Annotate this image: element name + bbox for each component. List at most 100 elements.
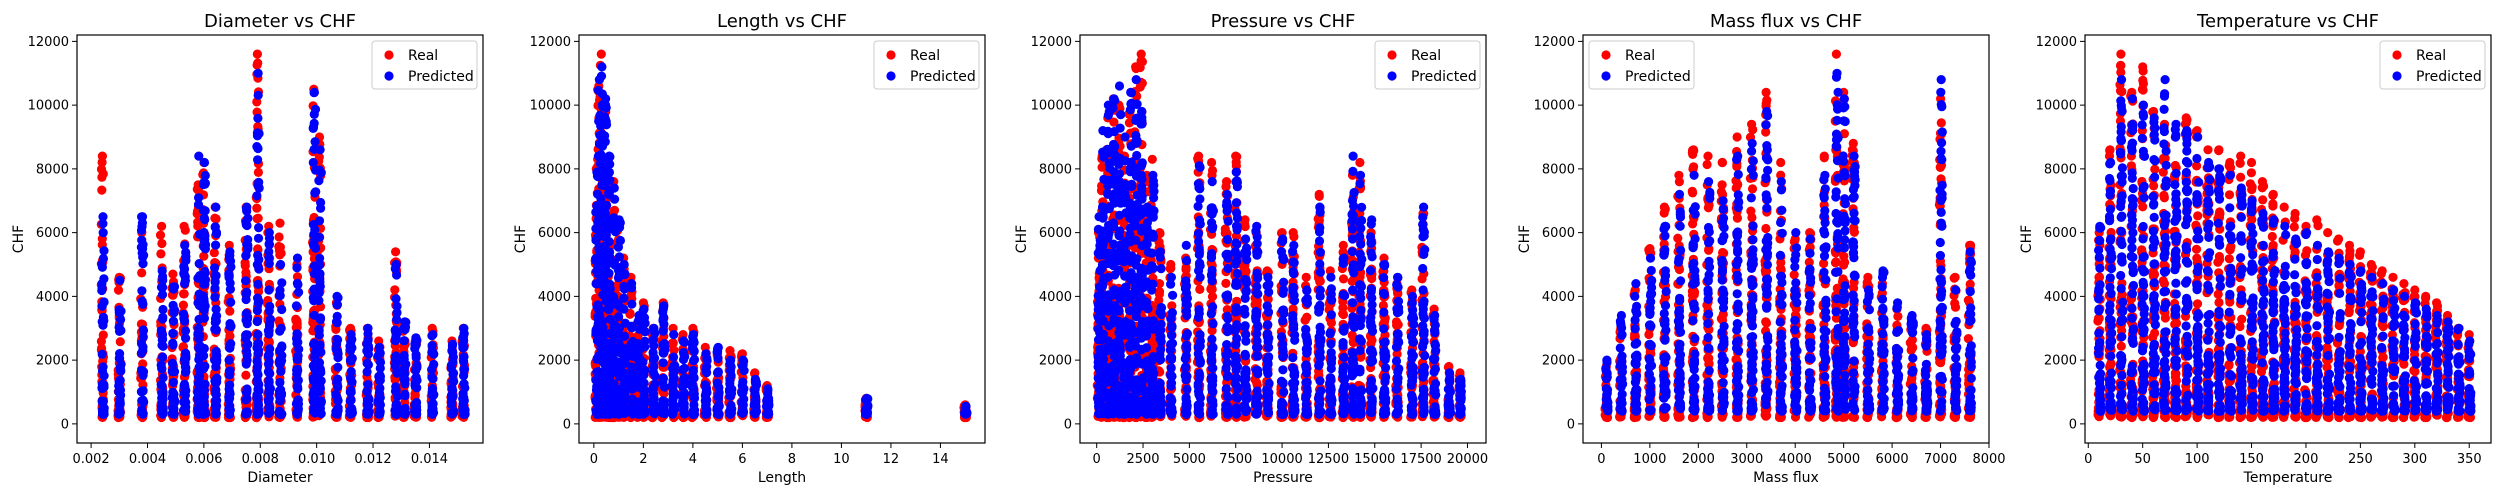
data-point-predicted <box>168 316 178 326</box>
data-point-predicted <box>157 266 167 276</box>
data-point-predicted <box>688 406 698 416</box>
data-point-predicted <box>199 279 209 289</box>
data-point-real <box>241 370 251 380</box>
data-point-predicted <box>713 342 723 352</box>
data-point-predicted <box>225 387 235 397</box>
data-point-real <box>1231 151 1241 161</box>
data-point-predicted <box>688 389 698 399</box>
data-point-predicted <box>274 356 284 366</box>
data-point-real <box>179 289 189 299</box>
data-point-predicted <box>713 391 724 402</box>
data-point-predicted <box>158 275 168 285</box>
data-point-predicted <box>309 109 319 119</box>
data-point-predicted <box>411 333 421 343</box>
chart-title: Diameter vs CHF <box>204 11 356 32</box>
x-axis-label: Diameter <box>247 470 313 486</box>
data-point-predicted <box>114 381 124 391</box>
data-point-predicted <box>332 393 342 403</box>
data-point-predicted <box>714 409 724 419</box>
legend-marker-predicted <box>886 71 896 81</box>
data-point-predicted <box>199 313 209 323</box>
data-point-predicted <box>193 330 203 340</box>
data-point-predicted <box>314 176 324 186</box>
data-point-predicted <box>314 384 324 394</box>
data-point-real <box>115 337 125 347</box>
data-point-predicted <box>640 342 650 352</box>
data-point-predicted <box>253 339 263 349</box>
data-point-predicted <box>263 367 273 377</box>
data-point-predicted <box>224 355 234 365</box>
data-point-real <box>252 203 262 213</box>
data-point-predicted <box>750 395 760 405</box>
data-point-predicted <box>180 358 190 368</box>
data-point-predicted <box>362 339 372 349</box>
legend-label-real: Real <box>408 48 438 64</box>
scatter-points <box>590 49 972 423</box>
data-point-predicted <box>199 351 209 361</box>
data-point-predicted <box>400 317 410 327</box>
data-point-predicted <box>427 365 437 375</box>
y-tick-label: 2000 <box>36 354 69 369</box>
data-point-predicted <box>157 398 167 408</box>
data-point-predicted <box>316 203 326 213</box>
data-point-predicted <box>374 342 384 352</box>
data-point-predicted <box>264 228 274 238</box>
y-tick-label: 4000 <box>538 290 571 305</box>
x-tick-label: 0.014 <box>411 452 448 467</box>
panel-2: 0 2 4 6 8 10 12 14020004000600080001000012000Le… <box>513 11 986 486</box>
data-point-predicted <box>114 326 125 336</box>
data-point-predicted <box>332 334 342 344</box>
data-point-predicted <box>347 407 357 417</box>
data-point-predicted <box>169 305 179 315</box>
data-point-predicted <box>600 112 610 122</box>
data-point-predicted <box>97 366 108 376</box>
data-point-predicted <box>241 251 251 261</box>
data-point-predicted <box>601 94 611 104</box>
data-point-predicted <box>391 259 401 270</box>
data-point-predicted <box>725 391 735 401</box>
data-point-predicted <box>308 123 318 133</box>
data-point-predicted <box>390 386 401 396</box>
y-tick-label: 10000 <box>530 99 571 114</box>
data-point-predicted <box>138 345 148 355</box>
data-point-real <box>292 316 302 326</box>
data-point-predicted <box>459 393 469 403</box>
data-point-real <box>1314 189 1324 199</box>
data-point-predicted <box>689 346 699 356</box>
data-point-predicted <box>688 330 699 340</box>
y-tick-label: 0 <box>563 417 571 432</box>
x-tick-label: 0.004 <box>129 452 166 467</box>
data-point-real <box>97 185 107 195</box>
y-axis-label: CHF <box>11 225 27 253</box>
data-point-predicted <box>252 260 262 270</box>
data-point-predicted <box>689 354 700 365</box>
data-point-predicted <box>252 377 262 387</box>
x-tick-label: 0.012 <box>354 452 391 467</box>
data-point-predicted <box>345 341 355 351</box>
data-point-predicted <box>374 375 384 385</box>
legend-label-predicted: Predicted <box>408 69 474 85</box>
data-point-predicted <box>310 188 320 198</box>
data-point-predicted <box>597 62 607 72</box>
data-point-predicted <box>659 339 670 349</box>
data-point-predicted <box>333 349 343 359</box>
y-tick-label: 6000 <box>538 226 571 241</box>
data-point-real <box>225 306 235 316</box>
data-point-real <box>1207 157 1217 168</box>
data-point-predicted <box>253 250 263 260</box>
data-point-predicted <box>649 407 659 417</box>
data-point-predicted <box>181 333 191 343</box>
data-point-real <box>274 232 284 242</box>
data-point-predicted <box>199 364 209 374</box>
data-point-predicted <box>412 405 422 415</box>
x-tick-label: 12 <box>883 452 900 467</box>
data-point-predicted <box>750 374 761 384</box>
data-point-predicted <box>702 409 712 419</box>
data-point-predicted <box>638 357 648 367</box>
data-point-real <box>1195 284 1205 294</box>
data-point-predicted <box>614 312 624 322</box>
data-point-predicted <box>332 291 342 301</box>
data-point-predicted <box>156 360 166 370</box>
data-point-predicted <box>277 341 287 351</box>
